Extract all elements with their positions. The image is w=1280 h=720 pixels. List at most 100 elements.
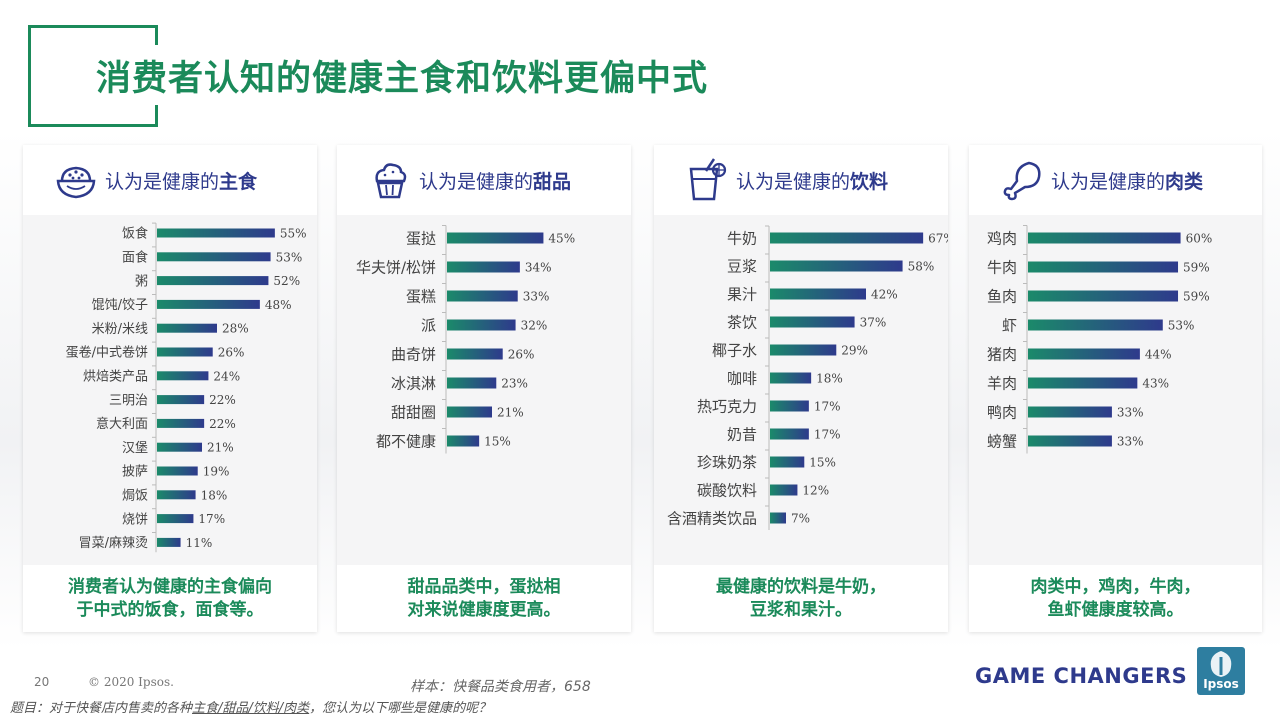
panel-title: 认为是健康的饮料 [736,170,889,193]
category-label: 饭食 [122,226,148,242]
ipsos-logo: Ipsos [1197,647,1245,695]
value-label: 53% [276,250,303,264]
category-label: 三明治 [109,393,148,408]
bar [770,428,809,440]
panel-summary: 最健康的饮料是牛奶， 豆浆和果汁。 [716,577,886,620]
bar [770,344,837,356]
logo-mark [1210,651,1232,677]
bar [1028,261,1179,273]
category-label: 焗饭 [122,488,148,503]
bar [447,232,544,244]
category-label: 披萨 [122,465,148,480]
value-label: 17% [814,400,841,414]
bar [447,290,518,302]
meat-bar-chart: 鸡肉 60% 牛肉 59% 鱼肉 59% 虾 53% 猪肉 44% 羊肉 43% 鸭肉 33% 螃蟹 33% [987,225,1212,454]
value-label: 7% [791,512,810,526]
value-label: 53% [1168,319,1195,333]
category-label: 豆浆 [727,257,757,275]
category-label: 鱼肉 [987,287,1017,305]
category-label: 都不健康 [376,432,436,450]
bar [770,372,812,384]
bar [447,348,503,360]
value-label: 29% [841,344,868,358]
category-label: 鸡肉 [987,229,1017,247]
value-label: 42% [871,288,898,302]
category-label: 馄饨/饺子 [92,298,148,313]
copyright: © 2020 Ipsos. [88,675,174,689]
category-label: 珍珠奶茶 [697,453,757,471]
rice-bowl-icon [56,166,96,199]
bar [447,377,497,389]
chart-area: 蛋挞 45% 华夫饼/松饼 34% 蛋糕 33% 派 32% 曲奇饼 26% 冰淇淋 23% 甜甜圈 21… [337,215,631,565]
value-label: 28% [222,322,249,336]
category-label: 派 [421,316,436,334]
panel-summary: 肉类中，鸡肉，牛肉， 鱼虾健康度较高。 [1030,577,1201,620]
category-label: 曲奇饼 [391,345,436,363]
bar [1028,319,1163,331]
page-title: 消费者认知的健康主食和饮料更偏中式 [96,59,709,99]
value-label: 34% [525,261,552,275]
bar [447,435,480,447]
bar [770,400,809,412]
category-label: 椰子水 [712,341,757,359]
panel-dessert: 认为是健康的甜品 蛋挞 45% 华夫饼/松饼 34% 蛋糕 33% 派 32% 曲奇饼 26% 冰淇… [337,145,631,632]
category-label: 汉堡 [122,440,148,456]
category-label: 蛋卷/中式卷饼 [66,345,148,361]
value-label: 58% [908,260,935,274]
category-label: 蛋挞 [406,229,436,247]
value-label: 23% [501,377,528,391]
value-label: 12% [802,484,829,498]
value-label: 32% [521,319,548,333]
category-label: 咖啡 [727,369,757,387]
bar [770,288,866,300]
value-label: 22% [209,393,236,407]
category-label: 螃蟹 [987,432,1017,450]
dessert-bar-chart: 蛋挞 45% 华夫饼/松饼 34% 蛋糕 33% 派 32% 曲奇饼 26% 冰淇淋 23% 甜甜圈 21… [356,225,575,454]
value-label: 24% [213,369,240,383]
category-label: 热巧克力 [697,397,757,415]
value-label: 21% [497,406,524,420]
value-label: 48% [265,298,292,312]
bar [1028,348,1140,360]
value-label: 19% [203,465,230,479]
category-label: 面食 [122,249,148,265]
bar [157,490,196,500]
category-label: 碳酸饮料 [697,481,757,499]
bar [1028,377,1138,389]
drink-glass-icon [689,158,727,201]
value-label: 33% [1117,406,1144,420]
chart-area: 鸡肉 60% 牛肉 59% 鱼肉 59% 虾 53% 猪肉 44% 羊肉 43% 鸭肉 33% 螃蟹 33% [969,215,1262,565]
bar [1028,232,1181,244]
panel-header: 认为是健康的甜品 [337,145,631,215]
bar [157,347,213,357]
bar [770,484,798,496]
chicken-leg-icon [1003,161,1041,201]
category-label: 茶饮 [727,313,757,331]
value-label: 45% [548,232,575,246]
drink-bar-chart: 牛奶 67% 豆浆 58% 果汁 42% 茶饮 37% 椰子水 29% 咖啡 18% 热巧克力 17% 奶昔… [667,225,948,530]
brand-tagline: GAME CHANGERS [975,664,1188,688]
bar [157,252,271,262]
bar [157,228,275,238]
category-label: 华夫饼/松饼 [356,258,436,276]
value-label: 59% [1183,261,1210,275]
category-label: 烧饼 [122,512,148,527]
category-label: 甜甜圈 [391,403,436,421]
bar [157,537,181,547]
category-label: 含酒精类饮品 [667,509,757,527]
panel-drink: 认为是健康的饮料 牛奶 67% 豆浆 58% 果汁 42% 茶饮 37% 椰子水 29% 咖啡 18%… [654,145,948,632]
bar [157,466,198,476]
logo-text: Ipsos [1203,677,1239,691]
bar [157,323,217,333]
bar [157,395,205,405]
value-label: 11% [186,536,213,550]
value-label: 67% [928,232,948,246]
panel-header: 认为是健康的饮料 [654,145,948,215]
panel-header: 认为是健康的主食 [23,145,317,215]
value-label: 18% [816,372,843,386]
bar [157,371,209,381]
bar [447,406,492,418]
bar [1028,435,1112,447]
value-label: 37% [860,316,887,330]
category-label: 粥 [135,273,148,289]
